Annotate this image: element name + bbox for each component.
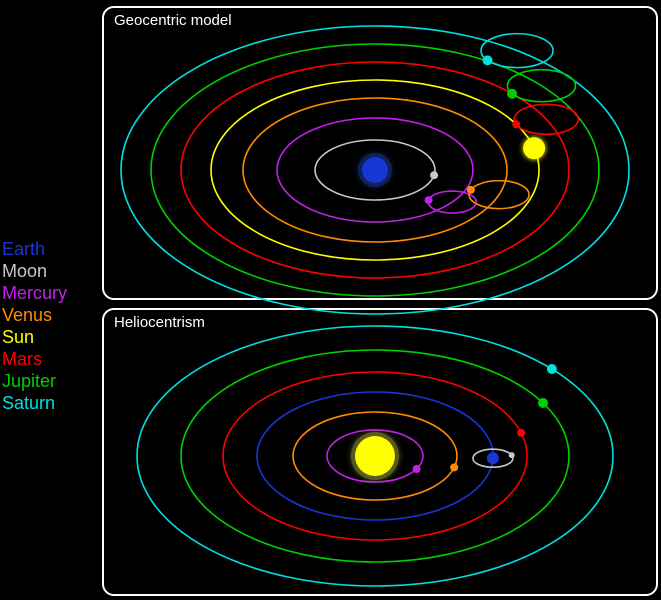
geocentric-sun-body: [523, 137, 545, 159]
heliocentric-moon-body: [509, 452, 515, 458]
geocentric-mercury-body: [425, 196, 433, 204]
geocentric-mars-body: [512, 120, 520, 128]
heliocentric-mercury-body: [413, 465, 421, 473]
diagram-svg: [0, 0, 661, 600]
heliocentric-jupiter-body: [538, 398, 548, 408]
geocentric-saturn-body: [483, 55, 493, 65]
geocentric-moon-body: [430, 171, 438, 179]
geocentric-venus-body: [467, 186, 475, 194]
heliocentric-venus-body: [450, 463, 458, 471]
heliocentric-saturn-body: [547, 364, 557, 374]
heliocentric-earth-body: [487, 452, 499, 464]
heliocentric-center-body: [355, 436, 395, 476]
heliocentric-mars-body: [517, 429, 525, 437]
geocentric-center-body: [362, 157, 388, 183]
geocentric-jupiter-body: [507, 89, 517, 99]
